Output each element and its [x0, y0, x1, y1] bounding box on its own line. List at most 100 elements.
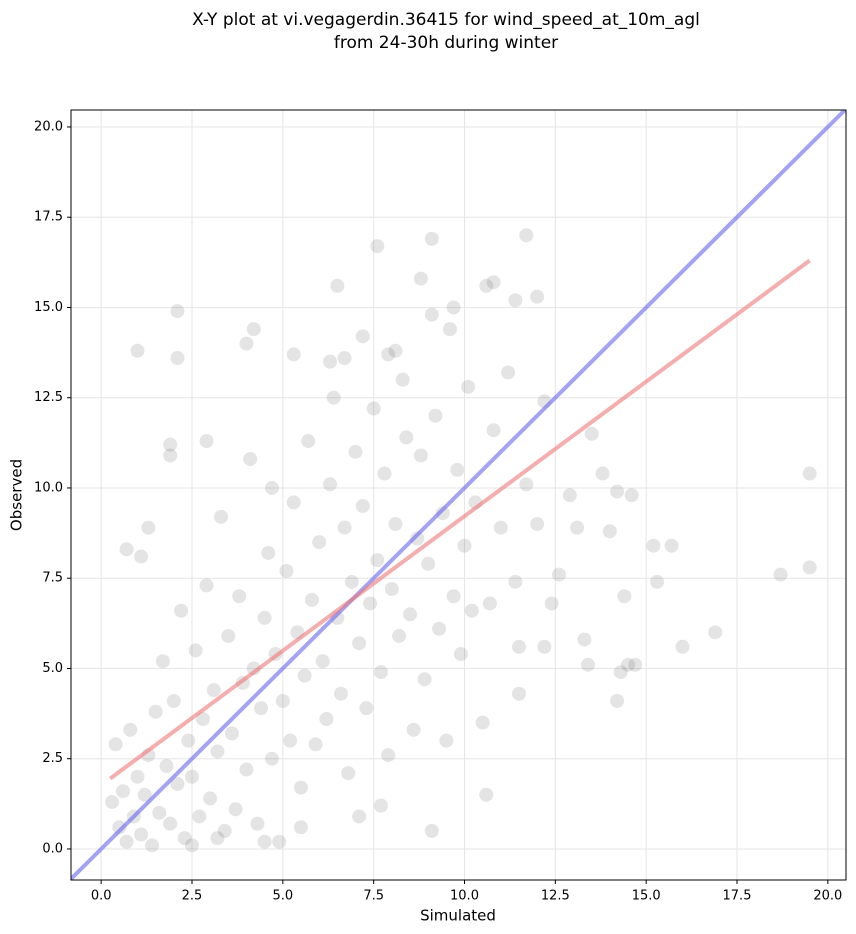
- point: [224, 726, 239, 741]
- point: [581, 657, 596, 672]
- point: [199, 434, 214, 449]
- point: [366, 401, 381, 416]
- point: [421, 556, 436, 571]
- point: [519, 477, 534, 492]
- point: [148, 704, 163, 719]
- point: [210, 744, 225, 759]
- point: [188, 643, 203, 658]
- y-tick-label: 2.5: [42, 751, 63, 766]
- point: [246, 322, 261, 337]
- ticks: 0.0 2.5 5.0 7.5 10.0 12.5 15.0 17.5 20.0 0.0 2.5 5.…: [34, 119, 842, 903]
- point: [115, 784, 130, 799]
- x-tick-label: 10.0: [450, 889, 479, 904]
- point: [424, 823, 439, 838]
- point: [272, 834, 287, 849]
- point: [446, 589, 461, 604]
- point: [312, 535, 327, 550]
- point: [105, 795, 120, 810]
- point: [283, 733, 298, 748]
- point: [493, 520, 508, 535]
- point: [562, 488, 577, 503]
- x-tick-label: 15.0: [632, 889, 661, 904]
- point: [628, 657, 643, 672]
- point: [530, 289, 545, 304]
- point: [475, 715, 490, 730]
- fit-line: [71, 110, 846, 880]
- point: [511, 686, 526, 701]
- point: [297, 668, 312, 683]
- y-tick-label: 0.0: [42, 841, 63, 856]
- point: [413, 271, 428, 286]
- point: [239, 762, 254, 777]
- point: [217, 823, 232, 838]
- point: [323, 477, 338, 492]
- point: [802, 560, 817, 575]
- y-tick-label: 5.0: [42, 661, 63, 676]
- point: [344, 574, 359, 589]
- point: [254, 701, 269, 716]
- point: [363, 596, 378, 611]
- point: [286, 495, 301, 510]
- point: [395, 372, 410, 387]
- point: [341, 766, 356, 781]
- point: [479, 787, 494, 802]
- point: [286, 347, 301, 362]
- point: [112, 820, 127, 835]
- y-tick-label: 17.5: [34, 210, 63, 225]
- x-tick-label: 7.5: [363, 889, 384, 904]
- point: [428, 408, 443, 423]
- x-tick-label: 0.0: [91, 889, 112, 904]
- point: [570, 520, 585, 535]
- point: [130, 343, 145, 358]
- point: [250, 816, 265, 831]
- point: [551, 567, 566, 582]
- point: [123, 722, 138, 737]
- point: [381, 347, 396, 362]
- point: [373, 665, 388, 680]
- plot-frame: [70, 109, 847, 881]
- point: [432, 621, 447, 636]
- point: [584, 426, 599, 441]
- point: [192, 809, 207, 824]
- point: [199, 578, 214, 593]
- point: [620, 657, 635, 672]
- point: [279, 563, 294, 578]
- chart-title: X-Y plot at vi.vegagerdin.36415 for wind…: [192, 10, 700, 30]
- point: [486, 423, 501, 438]
- point: [442, 322, 457, 337]
- point: [337, 351, 352, 366]
- point: [155, 654, 170, 669]
- point: [610, 693, 625, 708]
- chart-subtitle: from 24-30h during winter: [334, 33, 558, 53]
- point: [257, 610, 272, 625]
- point: [293, 820, 308, 835]
- point: [210, 831, 225, 846]
- point: [163, 816, 178, 831]
- point: [119, 834, 134, 849]
- point: [206, 683, 221, 698]
- x-axis-label: Simulated: [420, 907, 496, 925]
- point: [708, 625, 723, 640]
- point: [464, 603, 479, 618]
- point: [675, 639, 690, 654]
- point: [544, 596, 559, 611]
- point: [264, 751, 279, 766]
- point: [370, 553, 385, 568]
- point: [261, 545, 276, 560]
- point: [152, 805, 167, 820]
- point: [232, 589, 247, 604]
- point: [602, 524, 617, 539]
- point: [388, 517, 403, 532]
- point: [315, 654, 330, 669]
- point: [359, 701, 374, 716]
- point: [453, 647, 468, 662]
- point: [424, 307, 439, 322]
- point: [482, 596, 497, 611]
- grid: [71, 110, 846, 880]
- point: [479, 278, 494, 293]
- point: [163, 437, 178, 452]
- point: [519, 228, 534, 243]
- point: [439, 733, 454, 748]
